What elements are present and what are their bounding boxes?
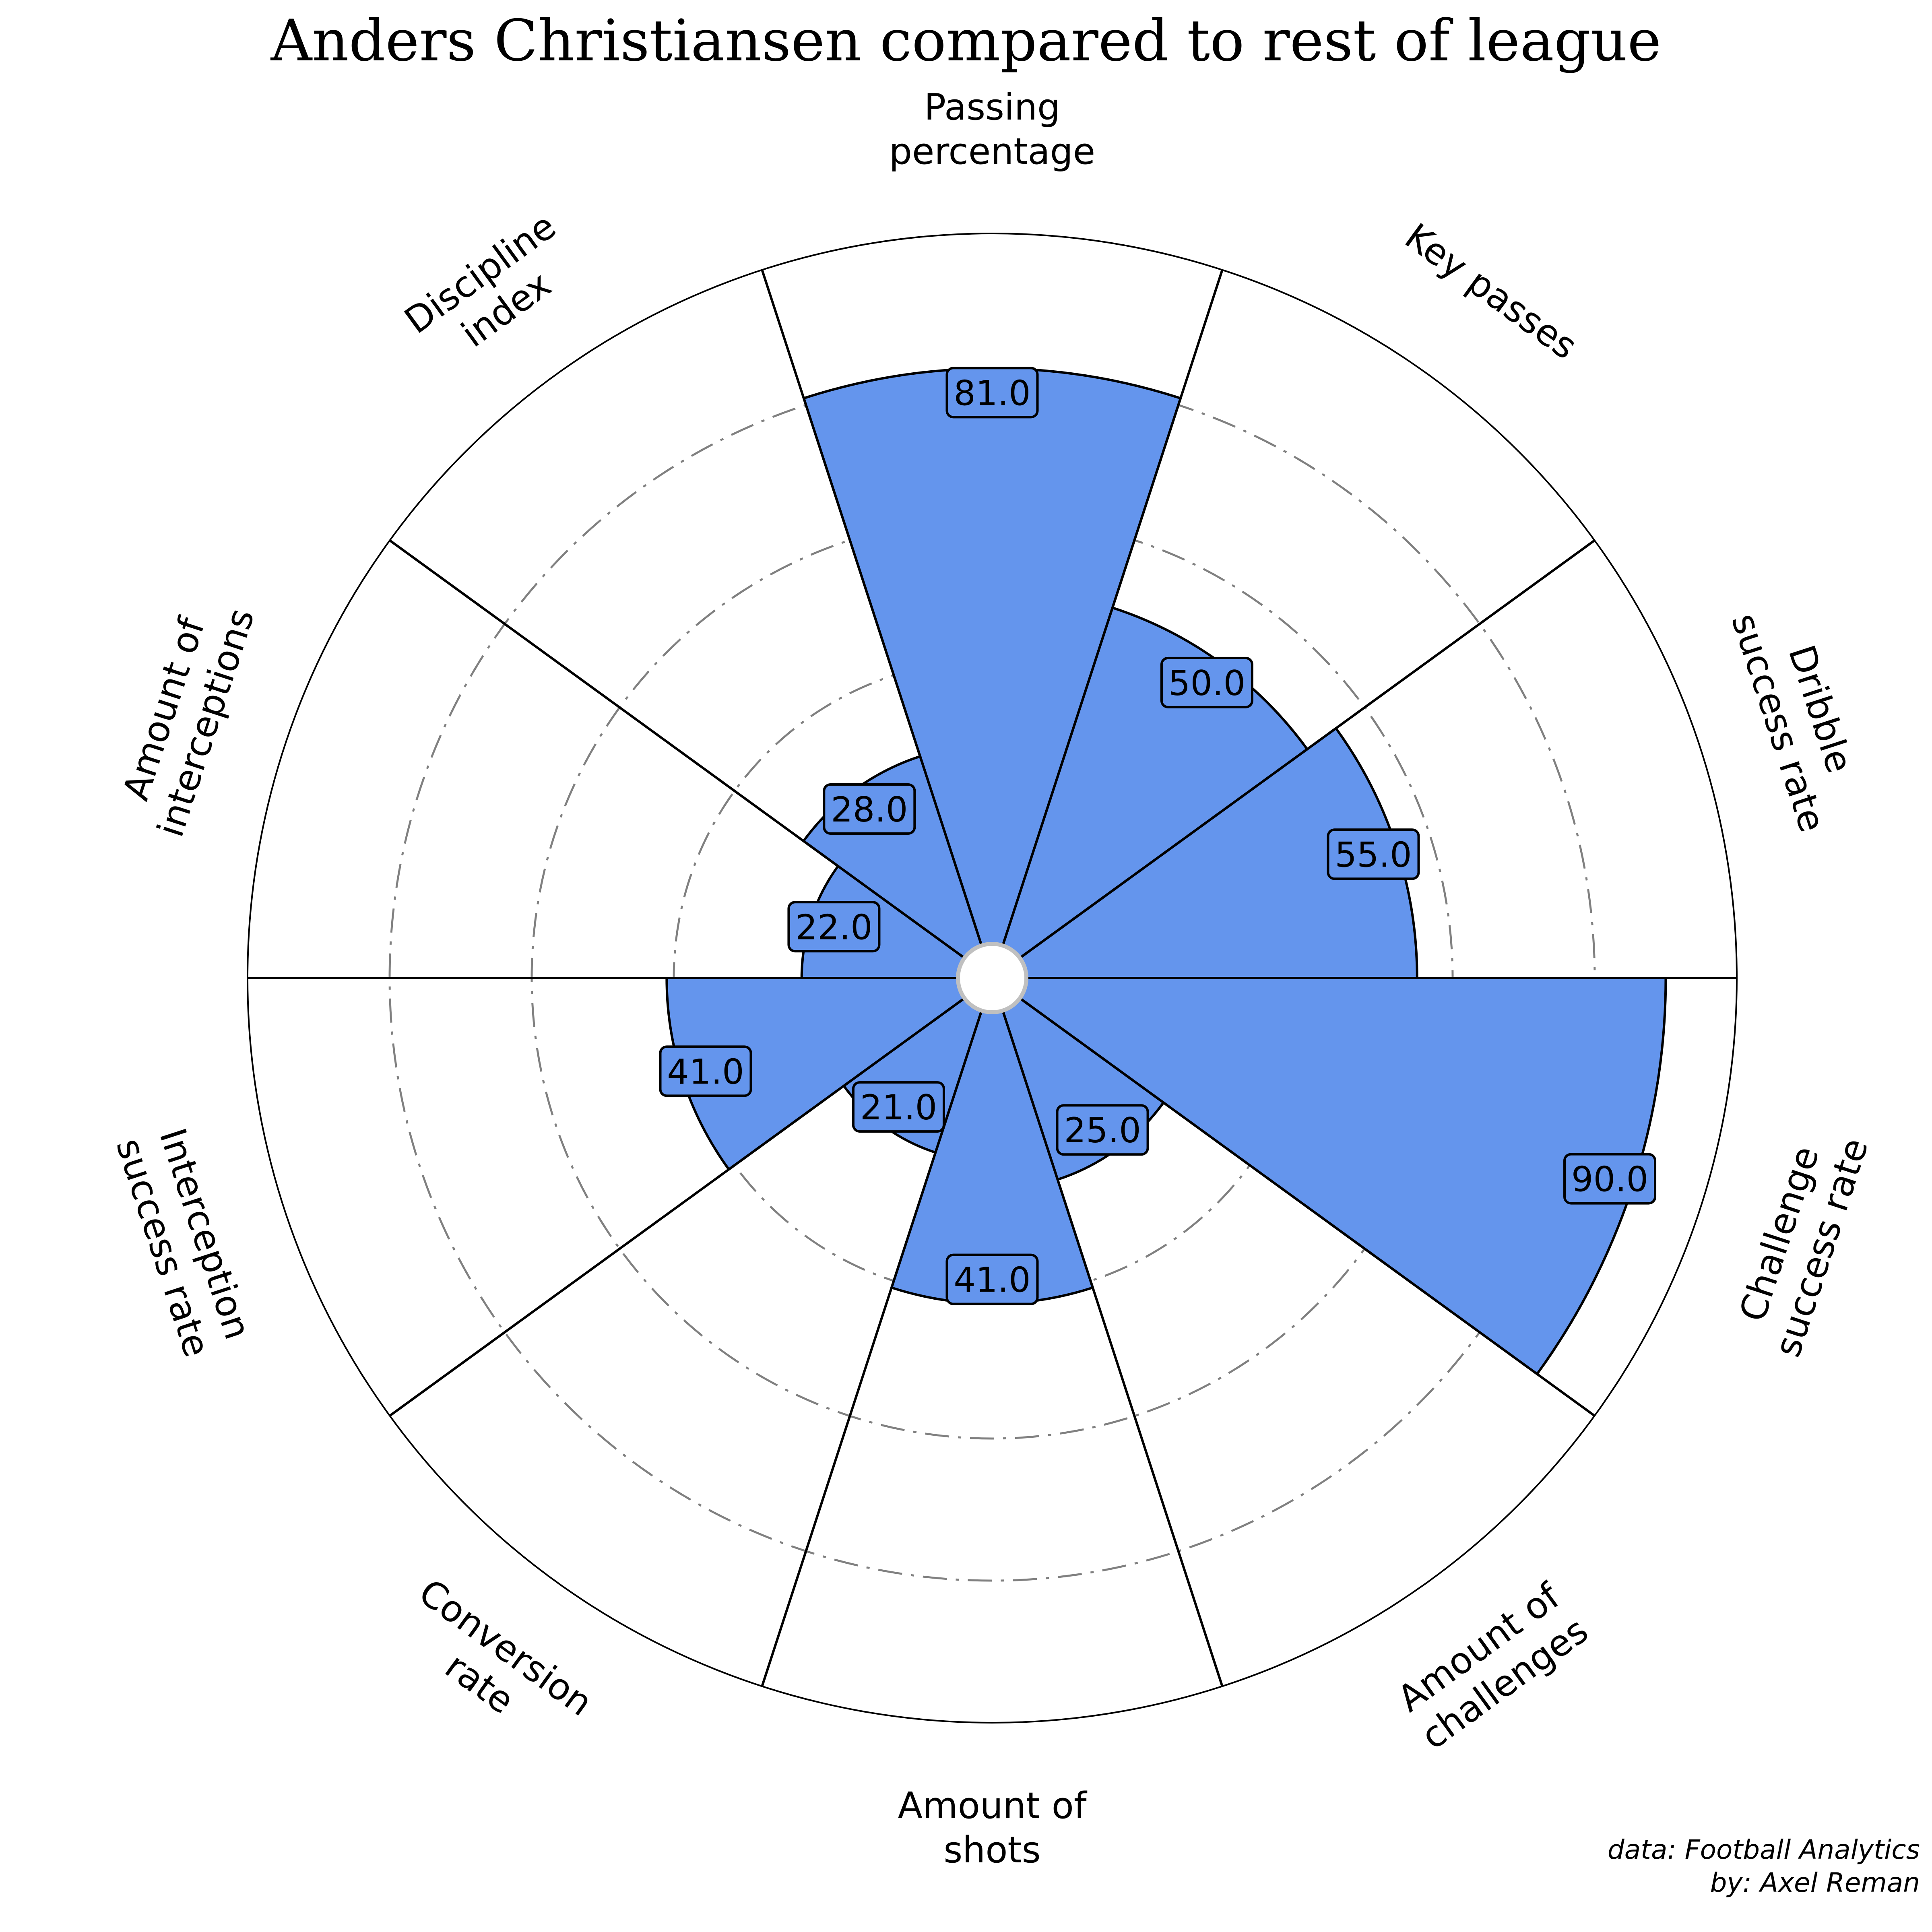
value-text-0: 81.0 xyxy=(954,373,1030,413)
value-box-7 xyxy=(659,1045,752,1097)
category-label-8: Amount ofinterceptions xyxy=(107,590,262,842)
bar-layer xyxy=(665,367,1667,1375)
spoke-4 xyxy=(1001,1010,1224,1687)
value-text-3: 90.0 xyxy=(1571,1160,1648,1200)
category-label-line: percentage xyxy=(889,130,1095,173)
value-text-8: 22.0 xyxy=(795,907,872,947)
center-hole xyxy=(956,942,1028,1014)
frame-layer xyxy=(247,233,1738,1724)
value-box-9 xyxy=(823,783,916,835)
outer-frame xyxy=(247,233,1738,1724)
value-text-5: 41.0 xyxy=(954,1260,1030,1300)
value-label-5: 41.0 xyxy=(945,1253,1039,1305)
category-label-5: Amount of shots xyxy=(898,1785,1087,1871)
value-label-3: 90.0 xyxy=(1563,1153,1657,1205)
category-label-7: Interceptionsuccess rate xyxy=(108,1119,260,1362)
value-box-4 xyxy=(1056,1104,1149,1156)
value-label-layer: 81.0 50.0 55.0 90.0 25.0 41.0 21.0 41.0 22.0 28.0 xyxy=(659,367,1657,1305)
value-box-2 xyxy=(1327,828,1420,880)
spoke-0 xyxy=(1001,269,1224,946)
value-label-4: 25.0 xyxy=(1056,1104,1149,1156)
value-text-1: 50.0 xyxy=(1168,663,1245,704)
value-label-0: 81.0 xyxy=(945,367,1039,419)
spoke-1 xyxy=(1019,539,1596,959)
category-label-line: Passing xyxy=(924,86,1060,128)
value-text-6: 21.0 xyxy=(860,1088,937,1128)
author-credit: by: Axel Reman xyxy=(1710,1867,1920,1898)
value-label-6: 21.0 xyxy=(852,1081,945,1133)
category-label-2: Dribblesuccess rate xyxy=(1723,594,1876,837)
spoke-3 xyxy=(1019,997,1596,1417)
spoke-9 xyxy=(761,269,983,946)
value-box-6 xyxy=(852,1081,945,1133)
value-text-9: 28.0 xyxy=(831,790,908,830)
value-label-9: 28.0 xyxy=(823,783,916,835)
category-label-line: Key passes xyxy=(1397,215,1585,368)
source-credit: data: Football Analytics xyxy=(1608,1834,1920,1865)
value-text-4: 25.0 xyxy=(1064,1110,1141,1151)
spoke-8 xyxy=(389,539,965,959)
value-box-0 xyxy=(945,367,1039,419)
value-box-8 xyxy=(787,901,881,953)
spoke-6 xyxy=(389,997,965,1417)
category-label-1: Key passes xyxy=(1397,215,1585,368)
category-label-line: Amount of xyxy=(898,1785,1087,1827)
category-label-9: Disciplineindex xyxy=(397,205,589,378)
value-label-8: 22.0 xyxy=(787,901,881,953)
value-box-1 xyxy=(1160,656,1253,708)
value-label-2: 55.0 xyxy=(1327,828,1420,880)
chart-title: Anders Christiansen compared to rest of … xyxy=(270,8,1662,74)
category-label-4: Amount ofchallenges xyxy=(1387,1573,1596,1758)
value-text-2: 55.0 xyxy=(1335,835,1412,875)
value-label-1: 50.0 xyxy=(1160,656,1253,708)
spoke-layer xyxy=(248,269,1737,1687)
category-label-6: Conversionrate xyxy=(385,1571,601,1761)
category-label-3: Challengesuccess rate xyxy=(1724,1119,1877,1362)
category-label-line: shots xyxy=(943,1829,1040,1871)
value-text-7: 41.0 xyxy=(667,1052,744,1092)
value-box-3 xyxy=(1563,1153,1657,1205)
category-label-0: Passing percentage xyxy=(889,86,1095,173)
value-box-5 xyxy=(945,1253,1039,1305)
value-label-7: 41.0 xyxy=(659,1045,752,1097)
